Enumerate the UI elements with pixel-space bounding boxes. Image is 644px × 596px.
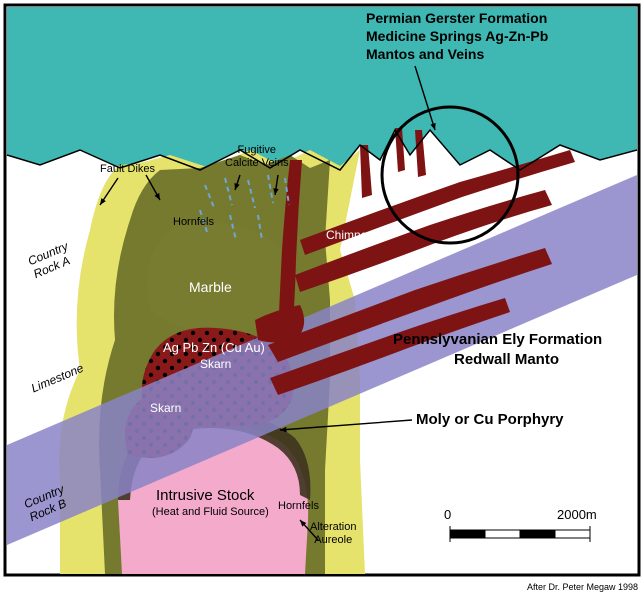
chimney-label: Chimney	[326, 229, 373, 243]
alteration-aureole-label: Alteration Aureole	[310, 521, 356, 546]
scale-max-label: 2000m	[557, 507, 597, 522]
calcite-veins-label: Fugitive Calcite Veins	[225, 144, 289, 169]
skarn-assemblage-label: Ag Pb Zn (Cu Au)	[163, 341, 265, 356]
intrusive-stock-label: Intrusive Stock	[156, 487, 254, 504]
credit-label: After Dr. Peter Megaw 1998	[527, 582, 638, 592]
hornfels-bottom-label: Hornfels	[278, 500, 319, 513]
moly-callout: Moly or Cu Porphyry	[416, 411, 564, 428]
marble-label: Marble	[189, 279, 232, 295]
skarn-upper-label: Skarn	[200, 358, 231, 372]
hornfels-top-label: Hornfels	[173, 216, 214, 229]
fault-dikes-label: Fault Dikes	[100, 163, 155, 176]
intrusive-stock-sub-label: (Heat and Fluid Source)	[152, 506, 269, 519]
permian-callout-line1: Permian Gerster Formation	[366, 10, 547, 26]
skarn-lower-label: Skarn	[150, 402, 181, 416]
permian-callout-line3: Mantos and Veins	[366, 46, 484, 62]
geology-diagram	[0, 0, 644, 596]
scale-min-label: 0	[444, 507, 451, 522]
penn-callout-line2: Redwall Manto	[454, 351, 559, 368]
permian-callout-line2: Medicine Springs Ag-Zn-Pb	[366, 28, 548, 44]
penn-callout-line1: Pennslyvanian Ely Formation	[393, 331, 602, 348]
